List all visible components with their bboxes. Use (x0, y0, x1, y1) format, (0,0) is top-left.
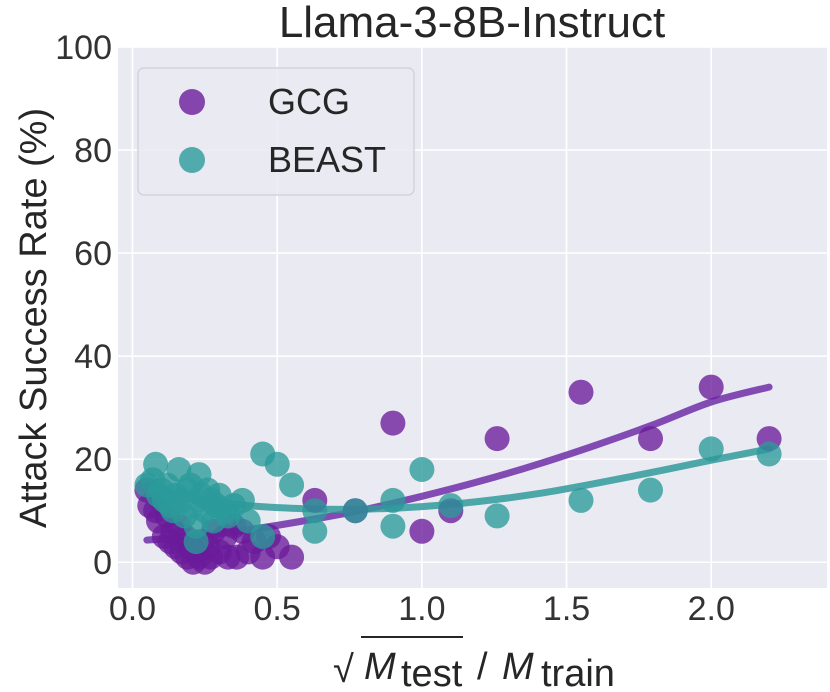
point-beast (380, 487, 406, 513)
point-beast (183, 529, 209, 555)
legend-box (137, 67, 415, 196)
point-beast (409, 457, 435, 482)
point-beast (484, 503, 510, 529)
x-label-denominator-sub: train (541, 653, 615, 692)
point-beast (143, 451, 169, 477)
point-beast (698, 436, 724, 462)
chart-title: Llama-3-8B-Instruct (279, 0, 665, 47)
x-label-numerator-sub: test (401, 653, 463, 692)
point-beast (264, 451, 290, 477)
x-tick-label: 0.5 (254, 590, 301, 628)
y-tick-label: 60 (74, 235, 112, 273)
y-tick-label: 0 (93, 544, 112, 582)
y-tick-label: 20 (74, 441, 112, 479)
x-label-separator: / (477, 646, 488, 688)
legend-label-gcg: GCG (268, 81, 350, 122)
point-beast (438, 493, 464, 519)
point-gcg (568, 379, 594, 405)
point-beast (279, 472, 305, 498)
legend-marker-gcg (179, 89, 205, 115)
x-label-numerator-var: M (364, 646, 396, 688)
x-label-denominator-var: M (502, 646, 534, 688)
point-beast (380, 513, 406, 539)
y-tick-label: 100 (55, 29, 112, 67)
point-gcg (380, 410, 406, 436)
x-tick-label: 0.0 (109, 590, 156, 628)
tick-labels: 0.0 0.5 1.0 1.5 2.0 0 20 40 60 80 100 (55, 29, 735, 628)
point-beast (638, 477, 663, 503)
x-tick-label: 1.5 (543, 590, 590, 628)
point-beast (302, 498, 328, 524)
point-gcg (409, 518, 435, 544)
point-beast (302, 518, 328, 544)
x-axis-label: √ M test / M train (333, 636, 615, 692)
y-tick-label: 80 (74, 132, 112, 170)
point-beast (568, 487, 594, 513)
legend-marker-beast (179, 147, 205, 173)
point-beast (250, 524, 276, 549)
point-beast (229, 487, 255, 513)
x-label-radical: √ (333, 649, 354, 691)
legend: GCG BEAST (137, 67, 415, 196)
x-tick-label: 1.0 (398, 590, 445, 628)
data-points (134, 374, 782, 575)
y-axis-label: Attack Success Rate (%) (13, 108, 55, 528)
point-gcg (279, 544, 305, 570)
point-gcg (484, 426, 510, 452)
grid-lines (118, 46, 827, 588)
point-beast (756, 441, 782, 467)
point-gcg (698, 374, 724, 400)
y-tick-label: 40 (74, 338, 112, 376)
point-beast (342, 498, 368, 524)
point-gcg (638, 426, 663, 452)
x-tick-label: 2.0 (688, 590, 735, 628)
legend-label-beast: BEAST (268, 139, 386, 180)
